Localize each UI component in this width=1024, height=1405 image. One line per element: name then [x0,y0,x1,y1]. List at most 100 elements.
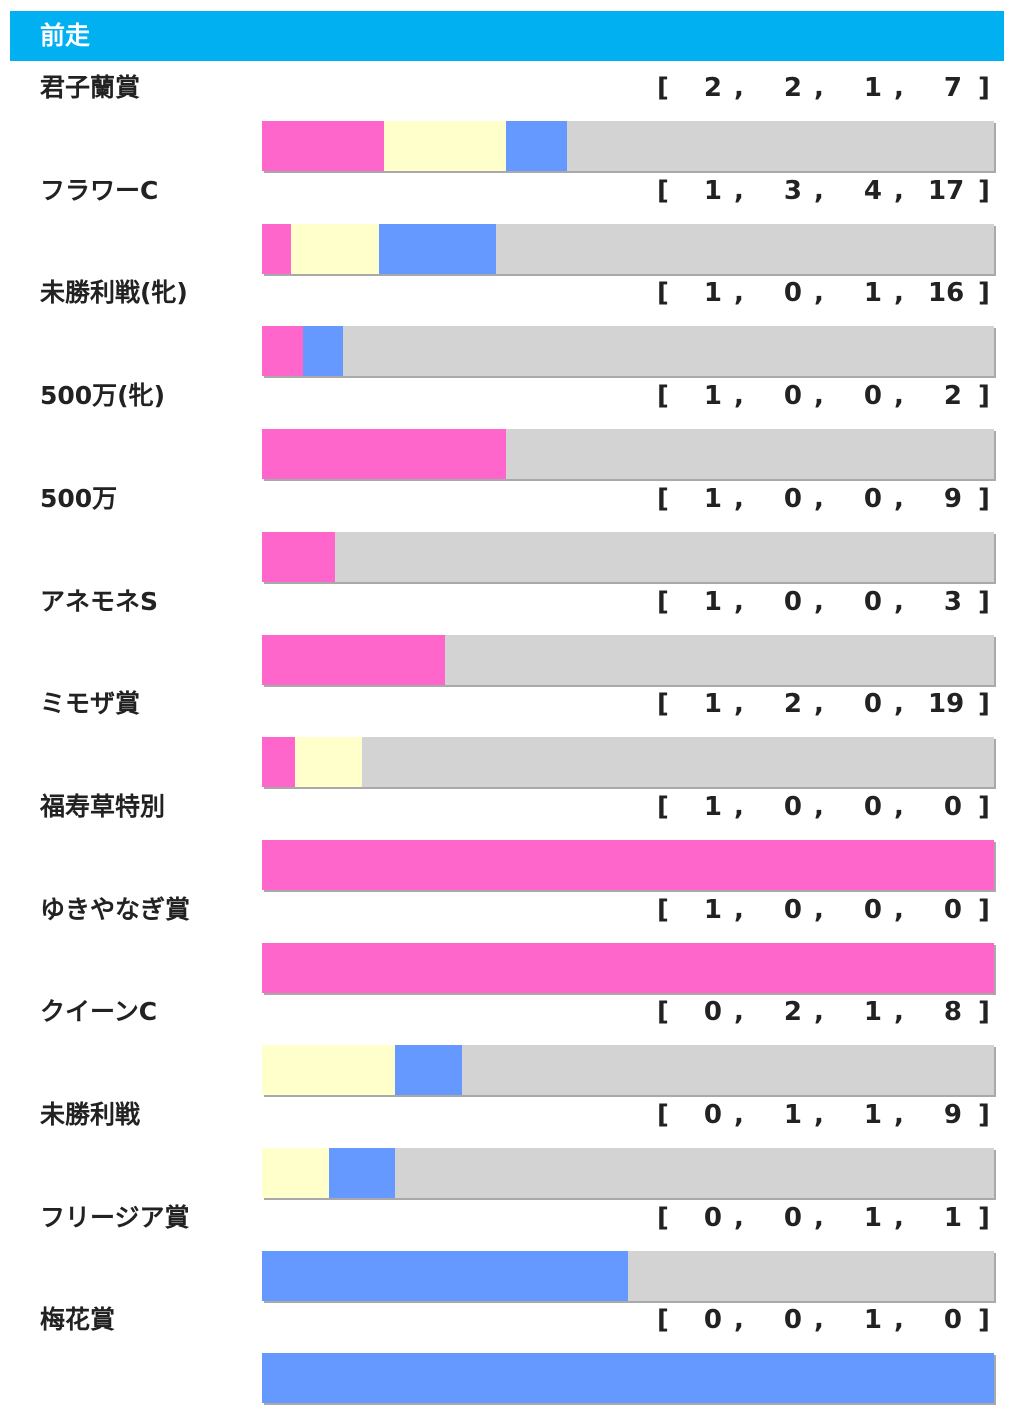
record-separator: , [894,483,904,514]
record-value-3: 0 [863,586,882,617]
record-separator: , [814,73,824,103]
record-value-2: 0 [783,1202,802,1233]
record-value-1: 1 [703,381,722,412]
bar-segment-other [361,737,994,788]
record-value-4: 0 [943,791,962,822]
record-value-3: 1 [863,1202,882,1233]
result-bar [262,942,994,993]
record-value-3: 0 [863,894,882,925]
bar-segment-third [328,1148,396,1198]
chart-row: フリージア賞 [0, 0, 1, 1] [0,1198,1024,1301]
record-separator: , [894,586,904,617]
record-close-bracket: ] [978,997,990,1028]
record-separator: , [814,791,824,822]
record-value-2: 0 [783,1305,802,1336]
record-value-1: 1 [703,586,722,617]
record-separator: , [734,1100,744,1130]
chart-row: 君子蘭賞 [2, 2, 1, 7] [0,68,1024,171]
record-value-3: 1 [863,1305,882,1336]
bar-segment-first [262,429,506,480]
record-value-4: 9 [943,483,962,514]
record-value-1: 1 [703,278,722,309]
record-separator: , [734,586,744,617]
record-open-bracket: [ [657,278,669,309]
record-separator: , [814,997,824,1028]
record-value-2: 0 [783,483,802,514]
record-value-3: 1 [863,1100,882,1130]
record-separator: , [894,689,904,720]
bar-segment-second [262,1045,396,1096]
record-separator: , [894,278,904,309]
record-value-4: 0 [943,894,962,925]
record-value-2: 0 [783,894,802,925]
record-value-4: 0 [943,1305,962,1336]
bar-segment-first [262,531,336,582]
record-open-bracket: [ [657,175,669,206]
record-open-bracket: [ [657,483,669,514]
race-name-label: ミモザ賞 [40,689,141,719]
bar-segment-third [379,223,497,274]
chart-row: 未勝利戦 [0, 1, 1, 9] [0,1095,1024,1198]
result-bar [262,839,994,890]
result-bar [262,737,994,788]
bar-segment-second [295,737,362,788]
bar-segment-other [506,429,994,480]
record-open-bracket: [ [657,997,669,1028]
record-value-3: 4 [863,175,882,206]
record-separator: , [734,894,744,925]
bar-segment-other [335,531,994,582]
section-title: 前走 [40,21,91,50]
race-name-label: 福寿草特別 [40,791,166,821]
result-bar [262,531,994,582]
result-bar [262,1148,994,1198]
record-close-bracket: ] [978,1305,990,1336]
record-separator: , [814,483,824,514]
record-close-bracket: ] [978,894,990,925]
record-value-2: 1 [783,1100,802,1130]
record-value-4: 17 [928,175,965,206]
bar-segment-other [395,1148,994,1198]
bar-segment-third [395,1045,462,1096]
record-value-1: 2 [703,73,722,103]
record-value-4: 19 [928,689,965,720]
record-separator: , [894,997,904,1028]
record-value-3: 0 [863,791,882,822]
record-value-4: 3 [943,586,962,617]
record-open-bracket: [ [657,381,669,412]
bar-segment-third [506,121,567,171]
record-separator: , [814,1305,824,1336]
result-bar [262,326,994,377]
record-value-2: 3 [783,175,802,206]
record-close-bracket: ] [978,1100,990,1130]
record-separator: , [814,586,824,617]
record-value-1: 1 [703,483,722,514]
record-value-1: 1 [703,894,722,925]
record-close-bracket: ] [978,586,990,617]
record-value-2: 2 [783,997,802,1028]
record-value-4: 1 [943,1202,962,1233]
section-header: 前走 [10,11,1004,61]
race-name-label: クイーンC [40,997,158,1027]
record-value-1: 0 [703,1100,722,1130]
record-separator: , [734,1202,744,1233]
record-separator: , [814,894,824,925]
record-close-bracket: ] [978,483,990,514]
result-bar [262,121,994,171]
record-value-1: 0 [703,997,722,1028]
record-separator: , [814,689,824,720]
race-name-label: フラワーC [40,175,159,205]
record-separator: , [894,73,904,103]
record-separator: , [734,278,744,309]
bar-segment-second [262,1148,329,1198]
record-close-bracket: ] [978,791,990,822]
record-open-bracket: [ [657,791,669,822]
bar-segment-first [262,326,303,377]
record-close-bracket: ] [978,278,990,309]
result-bar [262,1353,994,1404]
record-open-bracket: [ [657,586,669,617]
record-value-2: 0 [783,791,802,822]
record-value-4: 16 [928,278,965,309]
record-separator: , [894,1100,904,1130]
race-name-label: ゆきやなぎ賞 [40,894,191,924]
record-separator: , [894,1305,904,1336]
